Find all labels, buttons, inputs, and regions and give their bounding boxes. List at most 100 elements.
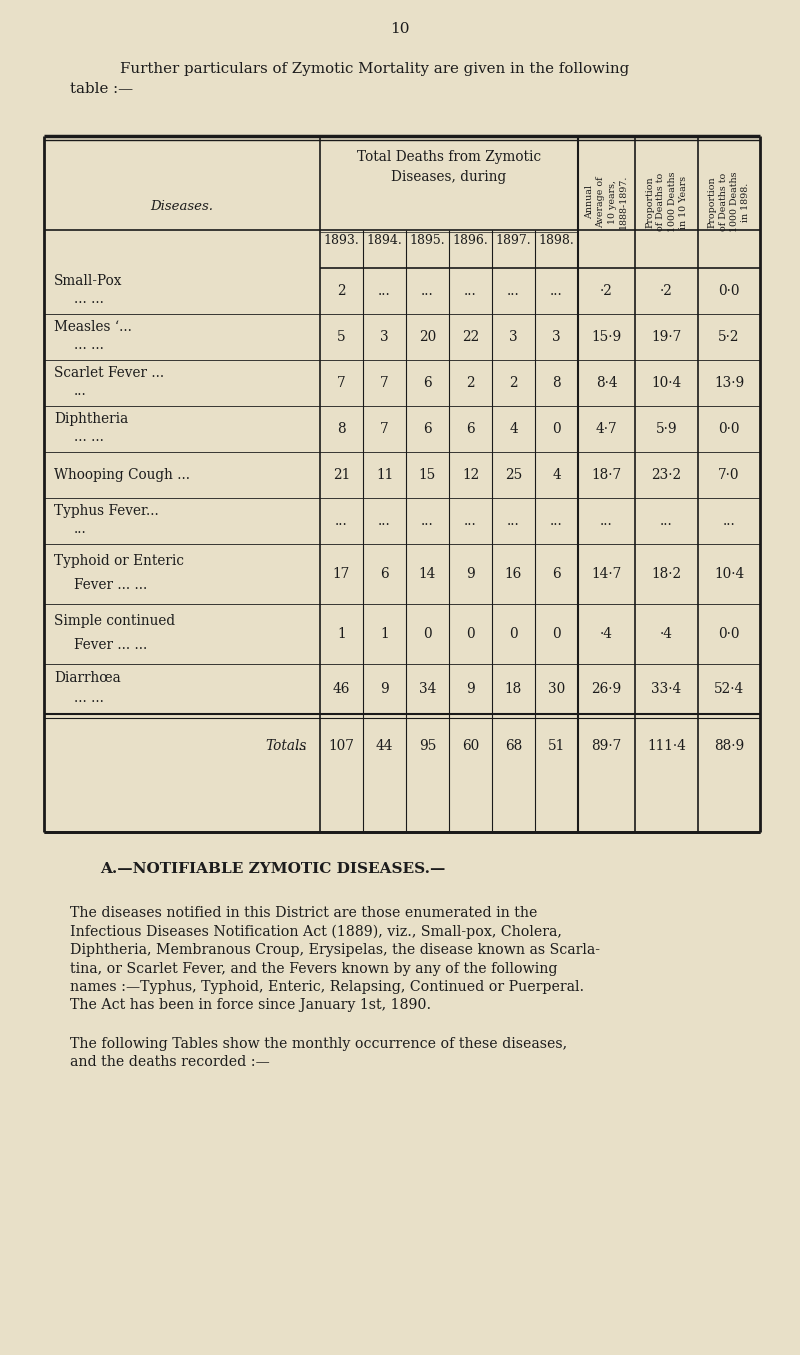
Text: ·2: ·2 [660,285,673,298]
Text: 6: 6 [466,421,475,436]
Text: Diphtheria: Diphtheria [54,412,128,425]
Text: The diseases notified in this District are those enumerated in the: The diseases notified in this District a… [70,906,538,920]
Text: ...: ... [550,514,563,528]
Text: 25: 25 [505,467,522,482]
Text: ...: ... [464,285,477,298]
Text: 0: 0 [552,627,561,641]
Text: 4·7: 4·7 [596,421,618,436]
Text: ... ...: ... ... [74,339,104,352]
Text: 44: 44 [376,738,394,753]
Text: 33·4: 33·4 [651,682,682,696]
Text: ·4: ·4 [600,627,613,641]
Text: 1894.: 1894. [366,234,402,247]
Text: Fever ... ...: Fever ... ... [74,577,147,592]
Text: ...: ... [507,514,520,528]
Text: ·2: ·2 [600,285,613,298]
Text: 2: 2 [509,375,518,390]
Text: ... ...: ... ... [74,691,104,705]
Text: Diarrhœa: Diarrhœa [54,671,121,686]
Text: 8: 8 [552,375,561,390]
Text: 14: 14 [419,566,436,581]
Text: 5: 5 [337,331,346,344]
Text: 0: 0 [466,627,475,641]
Text: 2: 2 [337,285,346,298]
Text: ...: ... [295,738,308,753]
Text: 23·2: 23·2 [651,467,682,482]
Text: ...: ... [507,285,520,298]
Text: 18: 18 [505,682,522,696]
Text: 1896.: 1896. [453,234,488,247]
Text: Infectious Diseases Notification Act (1889), viz., Small-pox, Cholera,: Infectious Diseases Notification Act (18… [70,924,562,939]
Text: ...: ... [421,514,434,528]
Text: ·4: ·4 [660,627,673,641]
Text: 107: 107 [329,738,354,753]
Text: tina, or Scarlet Fever, and the Fevers known by any of the following: tina, or Scarlet Fever, and the Fevers k… [70,962,558,976]
Text: Typhus Fever...: Typhus Fever... [54,504,158,518]
Text: Proportion
of Deaths to
1000 Deaths
in 1898.: Proportion of Deaths to 1000 Deaths in 1… [708,172,750,232]
Text: table :—: table :— [70,83,133,96]
Text: ...: ... [600,514,613,528]
Text: 3: 3 [552,331,561,344]
Text: 26·9: 26·9 [591,682,622,696]
Text: 0·0: 0·0 [718,421,740,436]
Text: 1: 1 [380,627,389,641]
Text: 0: 0 [509,627,518,641]
Text: 12: 12 [462,467,479,482]
Text: 9: 9 [466,566,475,581]
Text: 2: 2 [466,375,475,390]
Text: Whooping Cough ...: Whooping Cough ... [54,467,190,482]
Text: Scarlet Fever ...: Scarlet Fever ... [54,366,164,379]
Text: 0·0: 0·0 [718,627,740,641]
Text: ...: ... [550,285,563,298]
Text: 0: 0 [423,627,432,641]
Text: and the deaths recorded :—: and the deaths recorded :— [70,1056,270,1069]
Text: 5·2: 5·2 [718,331,740,344]
Text: 7: 7 [380,375,389,390]
Text: Totals: Totals [265,738,306,753]
Text: 20: 20 [419,331,436,344]
Text: 6: 6 [380,566,389,581]
Text: 68: 68 [505,738,522,753]
Text: ...: ... [74,385,86,398]
Text: 52·4: 52·4 [714,682,744,696]
Text: 95: 95 [419,738,436,753]
Text: ...: ... [378,514,391,528]
Text: ...: ... [74,522,86,537]
Text: 7: 7 [380,421,389,436]
Text: ... ...: ... ... [74,293,104,306]
Text: 88·9: 88·9 [714,738,744,753]
Text: 30: 30 [548,682,565,696]
Text: Diphtheria, Membranous Croup, Erysipelas, the disease known as Scarla-: Diphtheria, Membranous Croup, Erysipelas… [70,943,600,957]
Text: 13·9: 13·9 [714,375,744,390]
Text: Annual
Average of
10 years,
1888-1897.: Annual Average of 10 years, 1888-1897. [586,175,628,229]
Text: 0·0: 0·0 [718,285,740,298]
Text: 19·7: 19·7 [651,331,682,344]
Text: 6: 6 [552,566,561,581]
Text: 9: 9 [466,682,475,696]
Text: 3: 3 [509,331,518,344]
Text: ...: ... [660,514,673,528]
Text: Measles ‘...: Measles ‘... [54,320,132,333]
Text: 10·4: 10·4 [651,375,682,390]
Text: 46: 46 [333,682,350,696]
Text: 11: 11 [376,467,393,482]
Text: 10·4: 10·4 [714,566,744,581]
Text: Simple continued: Simple continued [54,614,175,627]
Text: 10: 10 [390,22,410,37]
Text: 8·4: 8·4 [596,375,618,390]
Text: The following Tables show the monthly occurrence of these diseases,: The following Tables show the monthly oc… [70,1037,567,1051]
Text: 60: 60 [462,738,479,753]
Text: 21: 21 [333,467,350,482]
Text: A.—NOTIFIABLE ZYMOTIC DISEASES.—: A.—NOTIFIABLE ZYMOTIC DISEASES.— [100,862,446,875]
Text: 18·7: 18·7 [591,467,622,482]
Text: 1898.: 1898. [538,234,574,247]
Text: 6: 6 [423,375,432,390]
Text: 15·9: 15·9 [591,331,622,344]
Text: Fever ... ...: Fever ... ... [74,638,147,652]
Text: 5·9: 5·9 [656,421,678,436]
Text: 18·2: 18·2 [651,566,682,581]
Text: 15: 15 [419,467,436,482]
Text: 9: 9 [380,682,389,696]
Text: 6: 6 [423,421,432,436]
Text: 7: 7 [337,375,346,390]
